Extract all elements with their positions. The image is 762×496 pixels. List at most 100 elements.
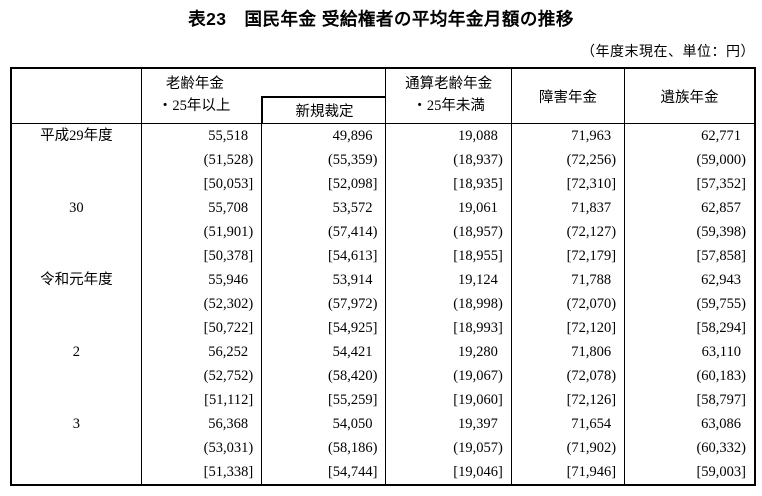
value-cell: [72,310] bbox=[510, 172, 625, 196]
value-cell: 71,963 bbox=[510, 123, 625, 148]
new-award-label: 新規裁定 bbox=[295, 104, 354, 120]
table-row: (51,901) (57,414) (18,957) (72,127) (59,… bbox=[11, 220, 755, 244]
value-cell: (72,127) bbox=[510, 220, 625, 244]
year-cell bbox=[11, 460, 141, 485]
value-cell: [58,797] bbox=[624, 388, 755, 412]
value-cell: (52,752) bbox=[140, 364, 262, 388]
year-cell bbox=[11, 148, 141, 172]
value-cell: 56,368 bbox=[140, 412, 262, 436]
value-cell: [55,259] bbox=[261, 388, 386, 412]
year-cell bbox=[11, 436, 141, 460]
value-cell: 19,124 bbox=[385, 268, 512, 292]
old-age-group-wrap: 老齢年金 ・25年以上 新規裁定 bbox=[142, 69, 386, 123]
value-cell: 63,110 bbox=[624, 340, 755, 364]
value-cell: [19,046] bbox=[385, 460, 512, 485]
year-cell: 2 bbox=[72, 344, 81, 360]
value-cell: 62,771 bbox=[624, 123, 755, 148]
pension-table: 老齢年金 ・25年以上 新規裁定 通算老齢年金 ・25年未満 障害年金 遺族年金 bbox=[10, 67, 756, 486]
table-body: 平成29年度 55,518 49,896 19,088 71,963 62,77… bbox=[11, 123, 755, 485]
table-row: 平成29年度 55,518 49,896 19,088 71,963 62,77… bbox=[11, 123, 755, 148]
value-cell: (72,070) bbox=[510, 292, 625, 316]
header-old-age-label: 老齢年金 ・25年以上 bbox=[142, 69, 262, 123]
value-cell: [52,098] bbox=[261, 172, 386, 196]
value-cell: 55,708 bbox=[140, 196, 262, 220]
value-cell: 19,280 bbox=[385, 340, 512, 364]
value-cell: 19,061 bbox=[385, 196, 512, 220]
value-cell: [54,925] bbox=[261, 316, 386, 340]
value-cell: [57,352] bbox=[624, 172, 755, 196]
value-cell: 55,946 bbox=[140, 268, 262, 292]
value-cell: (53,031) bbox=[140, 436, 262, 460]
year-cell: 令和元年度 bbox=[40, 272, 113, 288]
value-cell: 62,857 bbox=[624, 196, 755, 220]
value-cell: (51,528) bbox=[140, 148, 262, 172]
value-cell: 71,654 bbox=[510, 412, 625, 436]
total-old-age-line2: ・25年未満 bbox=[412, 98, 485, 114]
value-cell: 71,837 bbox=[510, 196, 625, 220]
value-cell: (18,957) bbox=[385, 220, 512, 244]
year-cell: 30 bbox=[69, 200, 84, 216]
value-cell: 53,914 bbox=[261, 268, 386, 292]
value-cell: 56,252 bbox=[140, 340, 262, 364]
value-cell: 62,943 bbox=[624, 268, 755, 292]
value-cell: (55,359) bbox=[261, 148, 386, 172]
page-title: 表23 国民年金 受給権者の平均年金月額の推移 bbox=[188, 9, 574, 29]
value-cell: 53,572 bbox=[261, 196, 386, 220]
value-cell: (18,998) bbox=[385, 292, 512, 316]
value-cell: (57,972) bbox=[261, 292, 386, 316]
value-cell: (60,332) bbox=[624, 436, 755, 460]
year-cell bbox=[11, 316, 141, 340]
value-cell: [50,722] bbox=[140, 316, 262, 340]
value-cell: [72,120] bbox=[510, 316, 625, 340]
value-cell: 54,050 bbox=[261, 412, 386, 436]
table-row: 2 56,252 54,421 19,280 71,806 63,110 bbox=[11, 340, 755, 364]
header-new-award: 新規裁定 bbox=[261, 96, 386, 123]
value-cell: 54,421 bbox=[261, 340, 386, 364]
table-row: (51,528) (55,359) (18,937) (72,256) (59,… bbox=[11, 148, 755, 172]
table-row: 3 56,368 54,050 19,397 71,654 63,086 bbox=[11, 412, 755, 436]
value-cell: 71,788 bbox=[510, 268, 625, 292]
value-cell: [50,053] bbox=[140, 172, 262, 196]
value-cell: [54,613] bbox=[261, 244, 386, 268]
year-cell bbox=[11, 388, 141, 412]
value-cell: (71,902) bbox=[510, 436, 625, 460]
value-cell: [18,993] bbox=[385, 316, 512, 340]
value-cell: 55,518 bbox=[140, 123, 262, 148]
year-cell bbox=[11, 292, 141, 316]
value-cell: 63,086 bbox=[624, 412, 755, 436]
value-cell: (60,183) bbox=[624, 364, 755, 388]
value-cell: [72,179] bbox=[510, 244, 625, 268]
value-cell: 19,397 bbox=[385, 412, 512, 436]
value-cell: (58,186) bbox=[261, 436, 386, 460]
value-cell: (59,398) bbox=[624, 220, 755, 244]
table-row: (52,302) (57,972) (18,998) (72,070) (59,… bbox=[11, 292, 755, 316]
header-disability: 障害年金 bbox=[511, 68, 626, 124]
value-cell: (59,000) bbox=[624, 148, 755, 172]
year-cell bbox=[11, 172, 141, 196]
total-old-age-line1: 通算老齢年金 bbox=[405, 76, 493, 93]
table-row: [51,338] [54,744] [19,046] [71,946] [59,… bbox=[11, 460, 755, 485]
year-cell bbox=[11, 220, 141, 244]
table-row: (53,031) (58,186) (19,057) (71,902) (60,… bbox=[11, 436, 755, 460]
value-cell: (72,256) bbox=[510, 148, 625, 172]
old-age-line2: ・25年以上 bbox=[157, 98, 231, 114]
header-year-blank bbox=[11, 68, 142, 124]
value-cell: (72,078) bbox=[510, 364, 625, 388]
table-header: 老齢年金 ・25年以上 新規裁定 通算老齢年金 ・25年未満 障害年金 遺族年金 bbox=[11, 68, 755, 124]
value-cell: [18,955] bbox=[385, 244, 512, 268]
value-cell: 71,806 bbox=[510, 340, 625, 364]
value-cell: [71,946] bbox=[510, 460, 625, 485]
value-cell: [54,744] bbox=[261, 460, 386, 485]
table-row: [50,053] [52,098] [18,935] [72,310] [57,… bbox=[11, 172, 755, 196]
header-survivor: 遺族年金 bbox=[624, 68, 755, 124]
value-cell: (52,302) bbox=[140, 292, 262, 316]
value-cell: (19,067) bbox=[385, 364, 512, 388]
value-cell: (59,755) bbox=[624, 292, 755, 316]
value-cell: [72,126] bbox=[510, 388, 625, 412]
table-row: [50,378] [54,613] [18,955] [72,179] [57,… bbox=[11, 244, 755, 268]
value-cell: [51,112] bbox=[140, 388, 262, 412]
value-cell: [51,338] bbox=[140, 460, 262, 485]
value-cell: [57,858] bbox=[624, 244, 755, 268]
value-cell: (57,414) bbox=[261, 220, 386, 244]
